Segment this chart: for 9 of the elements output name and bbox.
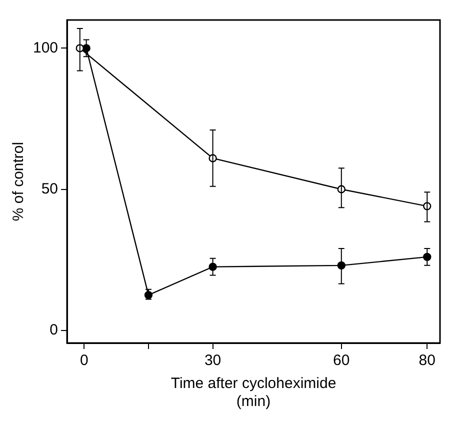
y-tick-label: 0	[50, 321, 58, 338]
y-tick-label: 50	[41, 180, 58, 198]
x-tick-label: 80	[418, 352, 436, 370]
x-axis-title: Time after cycloheximide (min)	[170, 375, 336, 410]
y-axis-title: % of control	[10, 142, 28, 222]
x-tick-label: 0	[80, 352, 88, 370]
x-tick-label: 60	[333, 352, 350, 370]
y-tick-label: 100	[32, 39, 58, 56]
x-tick-label: 30	[204, 352, 222, 370]
